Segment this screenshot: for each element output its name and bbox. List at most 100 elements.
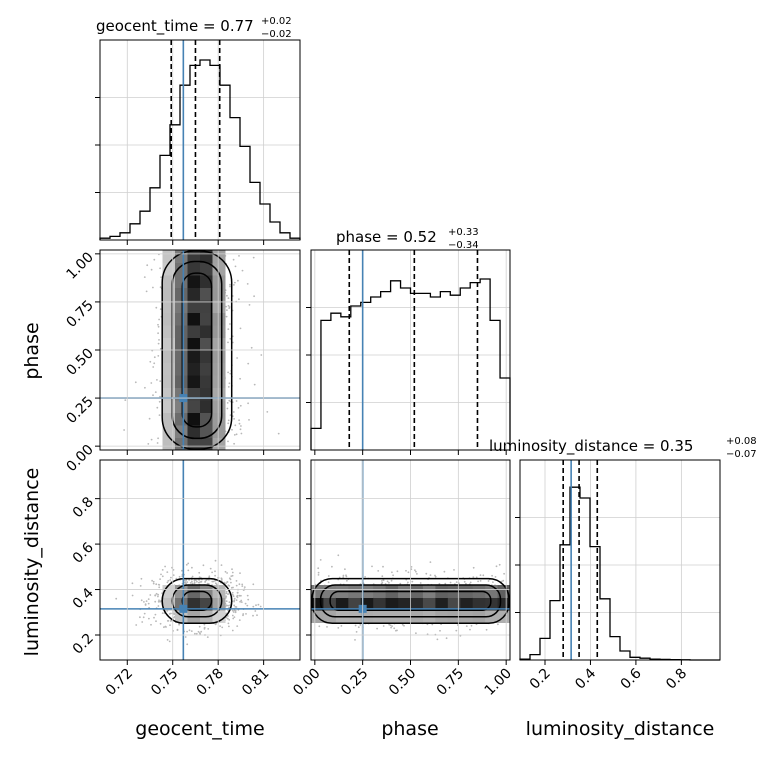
- scatter-point: [455, 581, 458, 583]
- scatter-point: [239, 377, 242, 380]
- scatter-point: [178, 575, 181, 578]
- density-cell: [162, 350, 176, 363]
- scatter-point: [167, 620, 170, 622]
- density-cell: [212, 262, 226, 276]
- density-geocent-time-phase: [100, 250, 300, 451]
- scatter-point: [240, 425, 242, 427]
- density-cell: [187, 362, 201, 376]
- scatter-point: [158, 414, 161, 416]
- scatter-point: [154, 613, 157, 616]
- scatter-point: [241, 583, 244, 586]
- scatter-point: [236, 625, 239, 627]
- scatter-point: [155, 583, 158, 586]
- scatter-point: [152, 286, 154, 289]
- scatter-point: [229, 337, 232, 340]
- scatter-point: [231, 574, 234, 577]
- scatter-point: [233, 616, 236, 618]
- scatter-point: [158, 339, 160, 341]
- scatter-point: [191, 580, 193, 583]
- scatter-point: [235, 400, 238, 402]
- scatter-point: [157, 593, 160, 596]
- title-phase-plus: +0.33: [448, 227, 479, 238]
- density-cell: [187, 250, 201, 263]
- x-tick-label: 0.6: [618, 665, 645, 692]
- y-tick-label: 0.8: [70, 494, 97, 521]
- scatter-point: [449, 581, 452, 584]
- scatter-point: [411, 580, 414, 583]
- scatter-point: [231, 614, 234, 617]
- scatter-point: [455, 629, 458, 632]
- scatter-point: [407, 581, 409, 584]
- scatter-point: [160, 276, 163, 279]
- scatter-point: [342, 576, 345, 579]
- scatter-point: [231, 571, 234, 574]
- scatter-point: [124, 399, 127, 401]
- scatter-point: [227, 584, 230, 587]
- scatter-point: [154, 600, 157, 603]
- scatter-point: [331, 565, 333, 568]
- scatter-point: [444, 582, 447, 585]
- scatter-point: [211, 571, 214, 574]
- density-cell: [175, 312, 188, 326]
- scatter-point: [175, 577, 178, 580]
- scatter-point: [327, 581, 330, 584]
- density-cell: [212, 325, 226, 338]
- scatter-point: [346, 579, 348, 582]
- scatter-point: [326, 626, 328, 628]
- scatter-point: [214, 574, 217, 577]
- scatter-point: [157, 595, 159, 598]
- scatter-point: [396, 570, 399, 573]
- scatter-point: [225, 604, 228, 607]
- density-cell: [212, 375, 226, 388]
- title-phase-minus: −0.34: [448, 240, 479, 251]
- scatter-point: [234, 606, 237, 608]
- scatter-point: [193, 582, 196, 585]
- density-cell: [175, 337, 188, 351]
- scatter-point: [198, 632, 201, 634]
- scatter-point: [247, 402, 250, 405]
- density-cell: [162, 337, 176, 351]
- scatter-point: [465, 625, 468, 627]
- scatter-point: [231, 428, 233, 431]
- scatter-point: [159, 267, 162, 270]
- scatter-point: [225, 590, 228, 593]
- panel-frame: [99, 39, 301, 241]
- scatter-point: [143, 276, 146, 278]
- scatter-point: [231, 593, 234, 596]
- density-cell: [200, 375, 213, 388]
- scatter-point: [232, 258, 235, 261]
- scatter-point: [386, 580, 389, 583]
- scatter-point: [229, 604, 231, 607]
- scatter-point: [209, 567, 212, 570]
- density-cell: [162, 262, 176, 276]
- scatter-point: [388, 623, 391, 626]
- scatter-point: [357, 626, 360, 629]
- scatter-point: [240, 599, 243, 602]
- density-cell: [187, 597, 201, 611]
- scatter-point: [235, 433, 238, 436]
- density-cell: [175, 425, 188, 438]
- scatter-point: [203, 623, 206, 626]
- scatter-point: [438, 582, 441, 585]
- scatter-point: [229, 323, 231, 325]
- scatter-point: [158, 599, 160, 602]
- scatter-point: [220, 577, 223, 580]
- x-tick-label: 1.00: [482, 666, 515, 699]
- scatter-point: [214, 623, 217, 626]
- scatter-point: [231, 591, 234, 594]
- scatter-point: [392, 574, 394, 577]
- scatter-point: [140, 577, 143, 580]
- scatter-point: [198, 625, 201, 628]
- scatter-point: [252, 614, 254, 617]
- scatter-point: [500, 580, 503, 583]
- scatter-point: [429, 574, 432, 576]
- scatter-point: [399, 582, 402, 585]
- scatter-point: [234, 609, 237, 612]
- scatter-point: [245, 613, 247, 615]
- scatter-point: [181, 569, 183, 572]
- scatter-point: [254, 610, 257, 612]
- scatter-point: [152, 582, 155, 585]
- scatter-point: [153, 356, 156, 359]
- title-geocent-time: geocent_time = 0.77: [96, 17, 254, 36]
